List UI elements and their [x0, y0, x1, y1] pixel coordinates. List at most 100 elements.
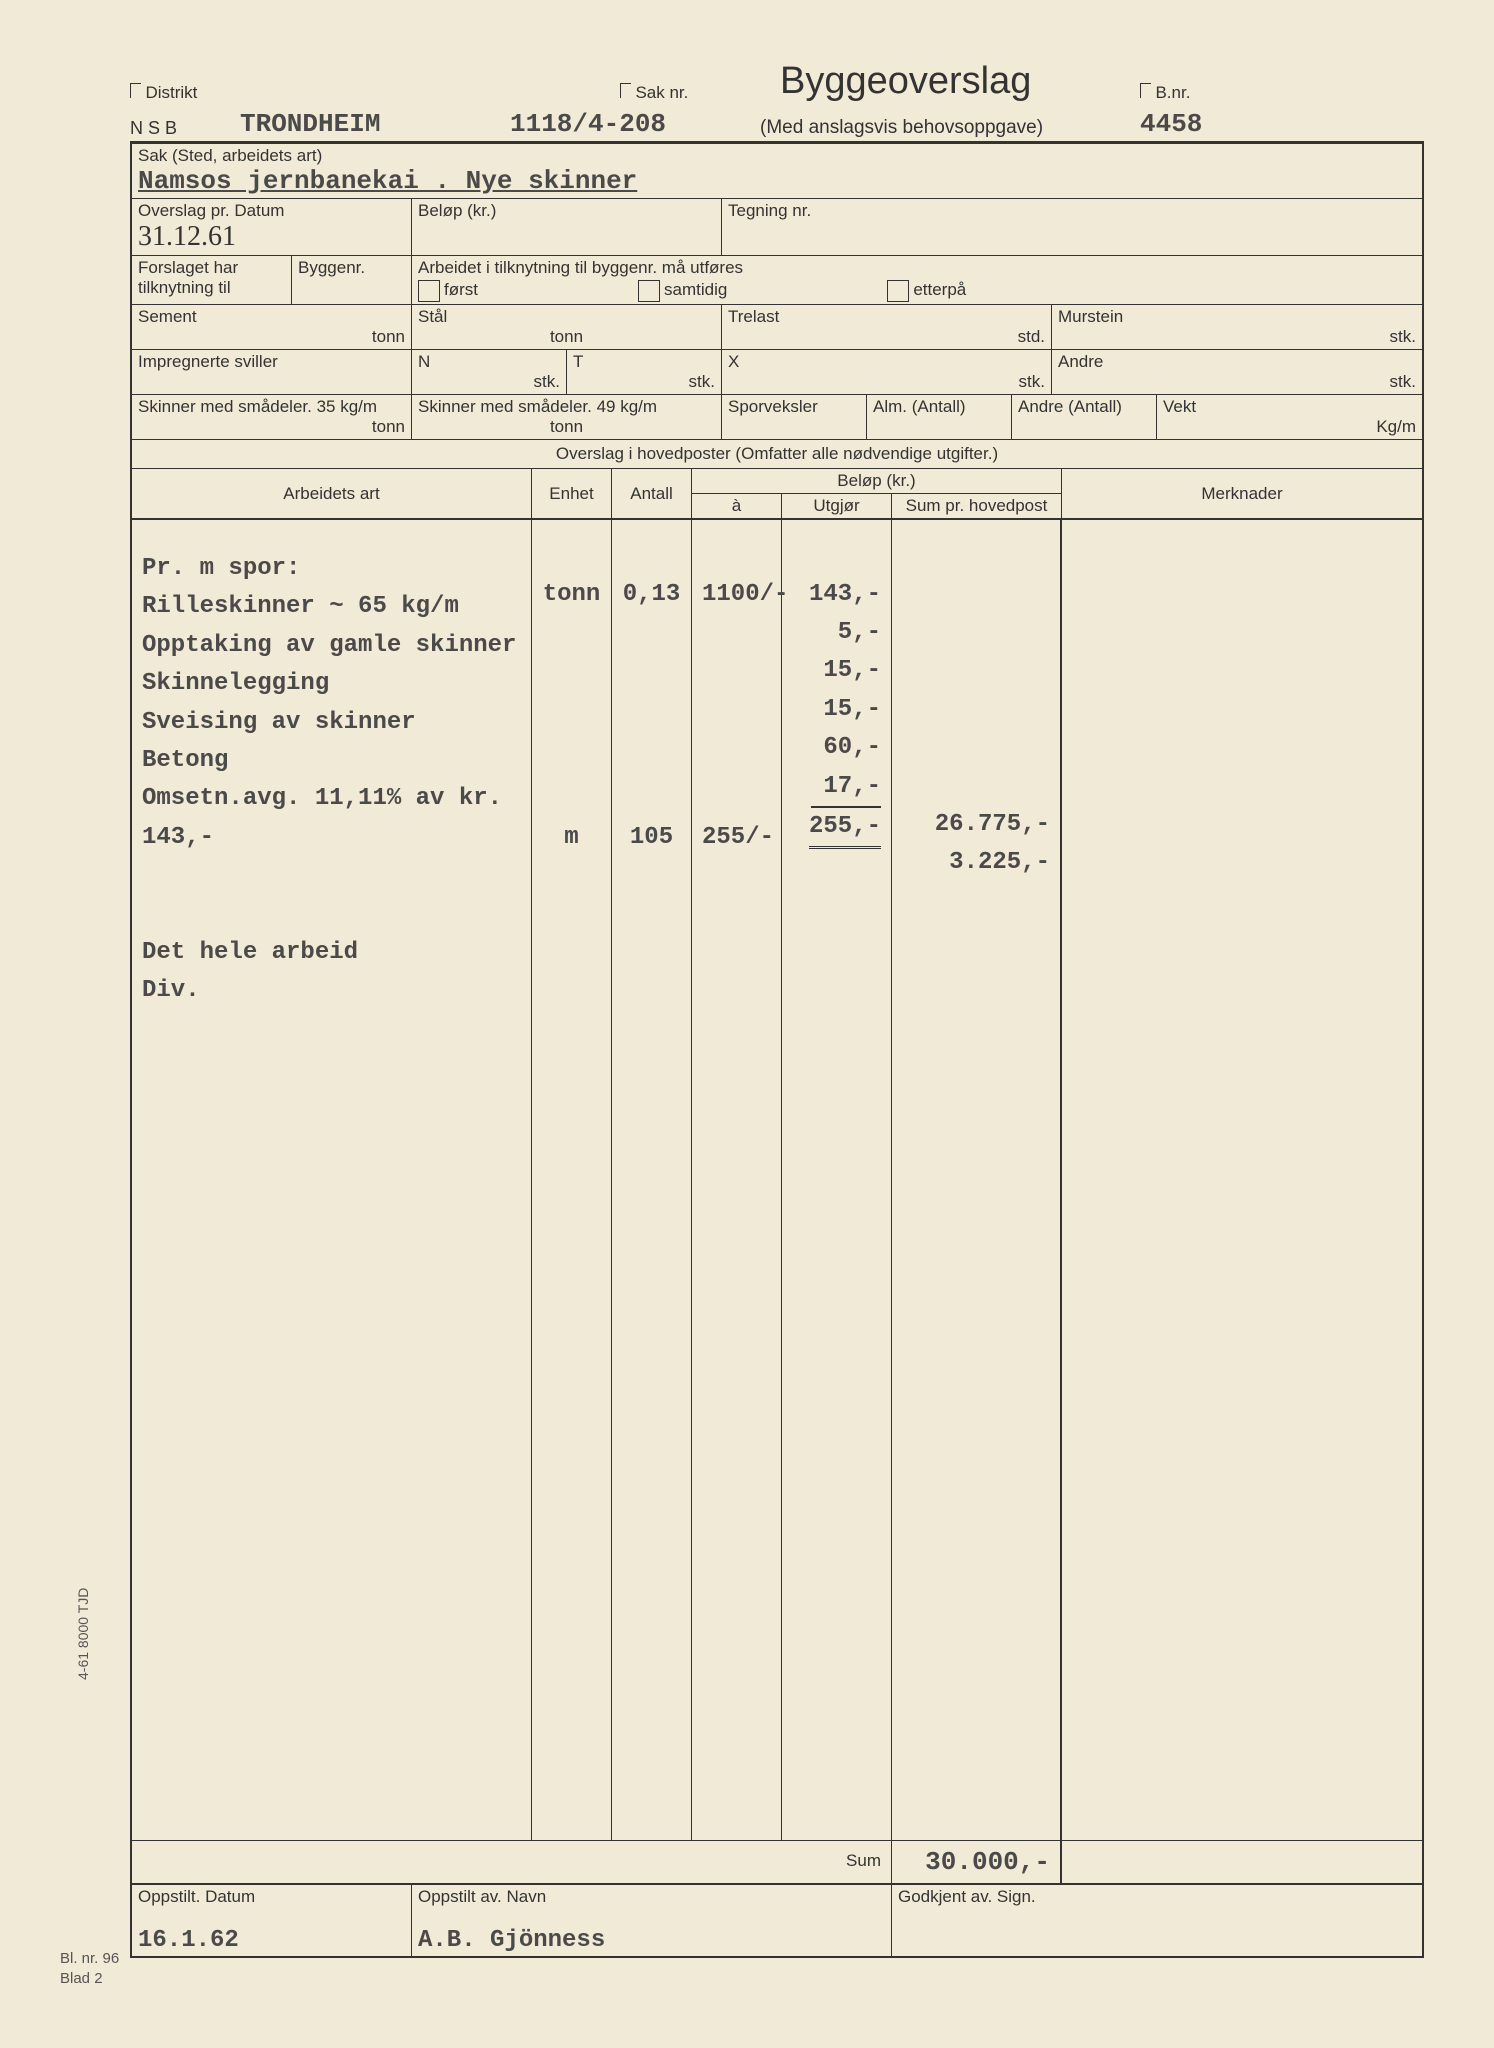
- distrikt-label: Distrikt: [145, 83, 197, 102]
- stk2: stk.: [418, 372, 560, 392]
- sum-row: Sum 30.000,-: [132, 1841, 1422, 1885]
- tonn2: tonn: [418, 327, 715, 347]
- line7-sum: 26.775,-: [902, 806, 1050, 844]
- sum-value: 30.000,-: [925, 1847, 1050, 1877]
- trelast-label: Trelast: [728, 307, 1045, 327]
- work-line6-val: 143,-: [142, 824, 214, 851]
- work-line8-desc: Div.: [142, 972, 521, 1010]
- impregnerte-label: Impregnerte sviller: [138, 352, 405, 372]
- line5-utgjor: 60,-: [792, 729, 881, 767]
- overslag-row: Overslag pr. Datum 31.12.61 Beløp (kr.) …: [132, 199, 1422, 256]
- overslag-header: Overslag i hovedposter (Omfatter alle nø…: [556, 444, 998, 463]
- work-line2-desc: Opptaking av gamle skinner: [142, 627, 521, 665]
- work-area: Pr. m spor: Rilleskinner ~ 65 kg/m Oppta…: [132, 520, 1422, 1841]
- forslag-row: Forslaget har tilknytning til Byggenr. A…: [132, 256, 1422, 305]
- sum-label: Sum: [846, 1851, 881, 1870]
- saknr-label: Sak nr.: [635, 83, 688, 102]
- t-label: T: [573, 352, 715, 372]
- belop-label: Beløp (kr.): [418, 201, 715, 221]
- title: Byggeoverslag: [780, 60, 1140, 103]
- work-line1-desc: Rilleskinner ~ 65 kg/m: [142, 588, 521, 626]
- col-merknader: Merknader: [1201, 484, 1282, 504]
- tonn3: tonn: [138, 417, 405, 437]
- column-headers: Arbeidets art Enhet Antall Beløp (kr.) à…: [132, 469, 1422, 520]
- arbeidet-label: Arbeidet i tilknytning til byggenr. må u…: [418, 258, 1416, 278]
- forst-checkbox: [418, 280, 440, 302]
- blnr: Bl. nr. 96: [60, 1949, 119, 1969]
- materials-row3: Skinner med smådeler. 35 kg/m tonn Skinn…: [132, 395, 1422, 440]
- line7-a: 255/-: [702, 819, 771, 857]
- form-box: Sak (Sted, arbeidets art) Namsos jernban…: [130, 141, 1424, 1958]
- forslag-label1: Forslaget har: [138, 258, 285, 278]
- overslag-header-row: Overslag i hovedposter (Omfatter alle nø…: [132, 440, 1422, 469]
- std-label: std.: [728, 327, 1045, 347]
- document-page: Distrikt Sak nr. Byggeoverslag B.nr. N S…: [0, 0, 1494, 2048]
- oppstilt-navn: A.B. Gjönness: [418, 1927, 885, 1954]
- saknr-value: 1118/4-208: [510, 109, 760, 139]
- stk3: stk.: [573, 372, 715, 392]
- header-row: Distrikt Sak nr. Byggeoverslag B.nr.: [130, 60, 1424, 103]
- skinner49-label: Skinner med smådeler. 49 kg/m: [418, 397, 715, 417]
- oppstilt-datum: 16.1.62: [138, 1927, 405, 1954]
- col-antall: Antall: [630, 484, 673, 504]
- nsb: N S B: [130, 118, 240, 139]
- subtotal: 255,-: [809, 808, 881, 849]
- murstein-label: Murstein: [1058, 307, 1416, 327]
- work-line6-desc: Omsetn.avg. 11,11% av kr.: [142, 785, 502, 812]
- col-sum: Sum pr. hovedpost: [892, 494, 1061, 518]
- samtidig-checkbox: [638, 280, 660, 302]
- work-line5-desc: Betong: [142, 742, 521, 780]
- stk1: stk.: [1058, 327, 1416, 347]
- bnr-label: B.nr.: [1155, 83, 1190, 102]
- x-label: X: [728, 352, 1045, 372]
- col-enhet: Enhet: [549, 484, 593, 504]
- overslag-label: Overslag pr. Datum: [138, 201, 405, 221]
- overslag-value: 31.12.61: [138, 221, 405, 253]
- line7-antall: 105: [622, 819, 681, 857]
- n-label: N: [418, 352, 560, 372]
- etterpa-checkbox: [887, 280, 909, 302]
- forst-label: først: [444, 280, 478, 299]
- oppstilt-navn-label: Oppstilt av. Navn: [418, 1887, 885, 1907]
- side-code: 4-61 8000 TJD: [75, 1588, 91, 1680]
- sak-row: Sak (Sted, arbeidets art) Namsos jernban…: [132, 144, 1422, 199]
- sement-label: Sement: [138, 307, 405, 327]
- skinner35-label: Skinner med smådeler. 35 kg/m: [138, 397, 405, 417]
- tegning-label: Tegning nr.: [728, 201, 1416, 221]
- work-section: Pr. m spor:: [142, 550, 521, 588]
- col-a: à: [692, 494, 782, 518]
- work-line3-desc: Skinnelegging: [142, 665, 521, 703]
- line2-utgjor: 5,-: [792, 614, 881, 652]
- kgm-label: Kg/m: [1163, 417, 1416, 437]
- byggenr-label: Byggenr.: [298, 258, 405, 278]
- col-utgjor: Utgjør: [782, 494, 892, 518]
- work-line7-desc: Det hele arbeid: [142, 934, 521, 972]
- line1-utgjor: 143,-: [792, 576, 881, 614]
- sak-label: Sak (Sted, arbeidets art): [138, 146, 1416, 166]
- line3-utgjor: 15,-: [792, 652, 881, 690]
- bnr-value: 4458: [1140, 109, 1230, 139]
- andre-antall-label: Andre (Antall): [1018, 397, 1150, 417]
- distrikt-value: TRONDHEIM: [240, 109, 510, 139]
- tonn1: tonn: [138, 327, 405, 347]
- footer-row: Oppstilt. Datum 16.1.62 Oppstilt av. Nav…: [132, 1885, 1422, 1956]
- subtitle: (Med anslagsvis behovsoppgave): [760, 117, 1140, 139]
- forslag-label2: tilknytning til: [138, 278, 285, 298]
- sak-value: Namsos jernbanekai . Nye skinner: [138, 166, 1416, 196]
- work-line4-desc: Sveising av skinner: [142, 704, 521, 742]
- godkjent-label: Godkjent av. Sign.: [898, 1887, 1416, 1907]
- stal-label: Stål: [418, 307, 715, 327]
- materials-row2: Impregnerte sviller N stk. T stk. X stk.…: [132, 350, 1422, 395]
- line4-utgjor: 15,-: [792, 691, 881, 729]
- header-values: N S B TRONDHEIM 1118/4-208 (Med anslagsv…: [130, 109, 1424, 139]
- line1-antall: 0,13: [622, 576, 681, 614]
- line8-sum: 3.225,-: [902, 844, 1050, 882]
- tonn4: tonn: [418, 417, 715, 437]
- blad: Blad 2: [60, 1969, 119, 1989]
- line1-enhet: tonn: [542, 576, 601, 614]
- etterpa-label: etterpå: [913, 280, 966, 299]
- materials-row1: Sement tonn Stål tonn Trelast std. Murst…: [132, 305, 1422, 350]
- oppstilt-datum-label: Oppstilt. Datum: [138, 1887, 405, 1907]
- samtidig-label: samtidig: [664, 280, 727, 299]
- andre-label: Andre: [1058, 352, 1416, 372]
